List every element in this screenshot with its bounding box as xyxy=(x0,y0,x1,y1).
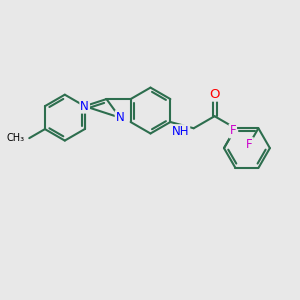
Text: N: N xyxy=(116,111,124,124)
Text: NH: NH xyxy=(172,125,189,138)
Text: CH₃: CH₃ xyxy=(7,133,25,143)
Text: F: F xyxy=(246,138,253,151)
Text: O: O xyxy=(209,88,220,100)
Text: N: N xyxy=(80,100,89,113)
Text: F: F xyxy=(230,124,236,137)
